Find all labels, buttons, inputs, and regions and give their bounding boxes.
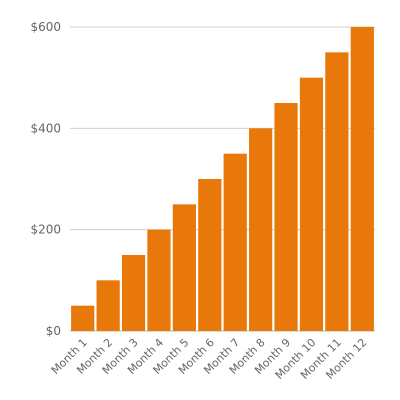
bar	[96, 280, 120, 331]
bar	[299, 77, 324, 332]
bar	[350, 27, 374, 331]
bar	[325, 52, 349, 331]
bar	[71, 305, 95, 331]
bar	[223, 153, 247, 331]
y-tick-label: $400	[30, 121, 61, 135]
y-axis-tick-labels: $0 $200 $400 $600	[30, 20, 61, 338]
bar	[172, 204, 196, 331]
y-tick-label: $600	[30, 20, 61, 34]
y-tick-label: $0	[46, 324, 61, 338]
y-tick-label: $200	[30, 223, 61, 237]
grid-layer	[70, 26, 375, 332]
bar	[249, 128, 273, 331]
bar	[198, 179, 222, 331]
bar	[274, 103, 298, 331]
bars-layer	[71, 27, 374, 332]
bar	[147, 229, 171, 331]
bar	[121, 255, 146, 331]
